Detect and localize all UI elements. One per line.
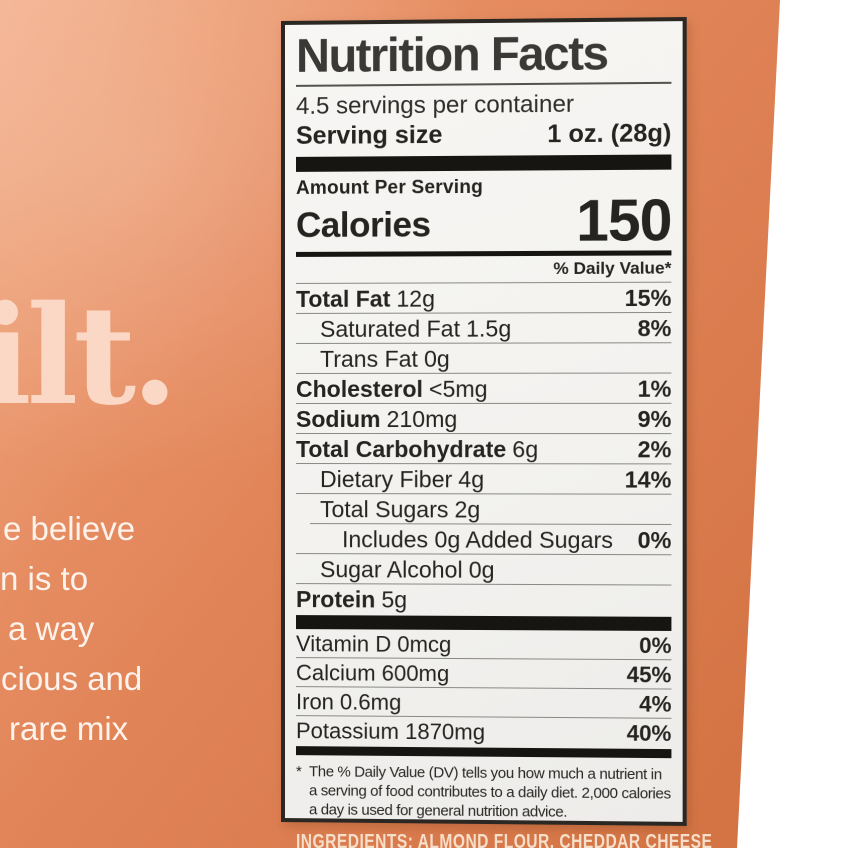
vitamin-amount: 1870mg <box>405 718 486 745</box>
nutrient-dv: 9% <box>637 405 672 433</box>
calories-value: 150 <box>576 187 672 254</box>
nutrient-row-total-sugars: Total Sugars 2g <box>295 493 672 524</box>
nutrient-row-sodium: Sodium 210mg 9% <box>295 402 672 434</box>
nutrition-facts-title: Nutrition Facts <box>295 25 608 82</box>
footnote-asterisk: * <box>295 763 302 781</box>
nutrient-amount: 6g <box>512 436 539 463</box>
vitamin-name: Calcium <box>295 660 376 686</box>
nutrient-row-protein: Protein 5g <box>295 583 672 615</box>
nutrient-dv: 2% <box>637 436 672 463</box>
vitamin-amount: 0.6mg <box>339 689 402 715</box>
tagline-line: cious and <box>1 660 143 697</box>
nutrient-amount: 4g <box>458 466 485 493</box>
nutrient-row-cholesterol: Cholesterol <5mg 1% <box>295 372 672 403</box>
daily-value-header: % Daily Value* <box>553 258 672 279</box>
nutrient-amount: 0g <box>468 556 495 583</box>
vitamin-dv: 45% <box>626 662 672 688</box>
nutrient-name: Total Fat <box>295 285 391 312</box>
nutrient-dv: 15% <box>624 284 672 312</box>
nutrient-name: Total Sugars <box>320 496 449 523</box>
nutrient-name: Total Carbohydrate <box>295 436 507 463</box>
nutrient-amount: <5mg <box>428 375 488 402</box>
tagline-line: n is to <box>0 560 89 597</box>
nutrient-name: Trans Fat <box>320 345 418 372</box>
vitamin-row-calcium: Calcium 600mg 45% <box>295 657 672 689</box>
nutrient-table: Total Fat 12g 15% Saturated Fat 1.5g 8% Tr… <box>295 281 672 615</box>
nutrient-amount: 0g <box>423 345 450 372</box>
nutrient-row-sugar-alcohol: Sugar Alcohol 0g <box>295 553 672 585</box>
nutrient-amount: 5g <box>381 586 408 613</box>
nutrient-dv: 8% <box>637 314 672 342</box>
vitamin-row-potassium: Potassium 1870mg 40% <box>295 715 672 748</box>
nutrient-row-total-fat: Total Fat 12g 15% <box>295 281 672 313</box>
nutrient-dv: 14% <box>624 466 672 493</box>
nutrient-row-dietary-fiber: Dietary Fiber 4g 14% <box>295 463 672 494</box>
tagline-line: a way <box>8 610 95 647</box>
footnote-text: The % Daily Value (DV) tells you how muc… <box>309 763 671 821</box>
serving-size-value: 1 oz. (28g) <box>547 119 672 149</box>
thick-divider-bar <box>295 154 672 172</box>
vitamin-name: Vitamin D <box>295 631 392 657</box>
vitamin-dv: 40% <box>626 720 672 747</box>
servings-per-container: 4.5 servings per container <box>295 90 575 120</box>
daily-value-footnote: * The % Daily Value (DV) tells you how m… <box>296 762 671 823</box>
tagline-line: rare mix <box>9 710 129 747</box>
vitamin-dv: 4% <box>639 691 672 717</box>
package-tagline: e believe n is to a way cious and rare m… <box>0 504 142 754</box>
nutrient-name: Saturated Fat <box>320 315 461 342</box>
vitamin-amount: 0mcg <box>397 631 452 657</box>
nutrient-dv: 1% <box>637 375 672 402</box>
nutrient-name: Sodium <box>295 405 381 433</box>
nutrient-name: Dietary Fiber <box>320 466 453 493</box>
title-rule <box>295 81 672 87</box>
vitamin-name: Potassium <box>295 718 399 744</box>
nutrient-amount: 1.5g <box>466 315 512 342</box>
vitamin-table: Vitamin D 0mcg 0% Calcium 600mg 45% Iron 0.… <box>295 629 672 748</box>
nutrient-amount: 2g <box>454 496 481 523</box>
nutrient-row-trans-fat: Trans Fat 0g <box>295 342 672 373</box>
vitamin-row-iron: Iron 0.6mg 4% <box>295 686 672 718</box>
nutrient-name: Sugar Alcohol <box>320 556 463 583</box>
vitamin-amount: 600mg <box>381 660 450 687</box>
serving-size-label: Serving size <box>295 120 443 150</box>
thin-divider-bar <box>295 746 672 759</box>
nutrient-dv: 0% <box>637 526 672 554</box>
nutrient-name: Cholesterol <box>295 375 423 402</box>
nutrient-amount: 12g <box>396 285 435 312</box>
serving-size-row: Serving size 1 oz. (28g) <box>296 118 671 151</box>
vitamin-name: Iron <box>295 689 334 715</box>
ingredients-line-fragment: INGREDIENTS: ALMOND FLOUR, CHEDDAR CHEES… <box>296 831 713 848</box>
calories-label: Calories <box>295 205 431 245</box>
tagline-line: e believe <box>3 510 136 547</box>
nutrient-row-added-sugars: Includes 0g Added Sugars 0% <box>310 523 672 555</box>
nutrient-amount: 210mg <box>386 405 458 433</box>
calories-row: Calories 150 <box>295 187 672 254</box>
vitamin-dv: 0% <box>639 632 672 659</box>
nutrient-name: Protein <box>295 586 376 613</box>
nutrition-facts-label: Nutrition Facts 4.5 servings per contain… <box>281 17 687 826</box>
brand-logo-fragment: ilt. <box>0 276 178 436</box>
nutrient-name: Includes 0g Added Sugars <box>342 526 613 554</box>
vitamin-row-vitamin-d: Vitamin D 0mcg 0% <box>296 629 671 659</box>
nutrient-row-total-carbohydrate: Total Carbohydrate 6g 2% <box>295 433 672 464</box>
nutrient-row-saturated-fat: Saturated Fat 1.5g 8% <box>295 311 672 343</box>
